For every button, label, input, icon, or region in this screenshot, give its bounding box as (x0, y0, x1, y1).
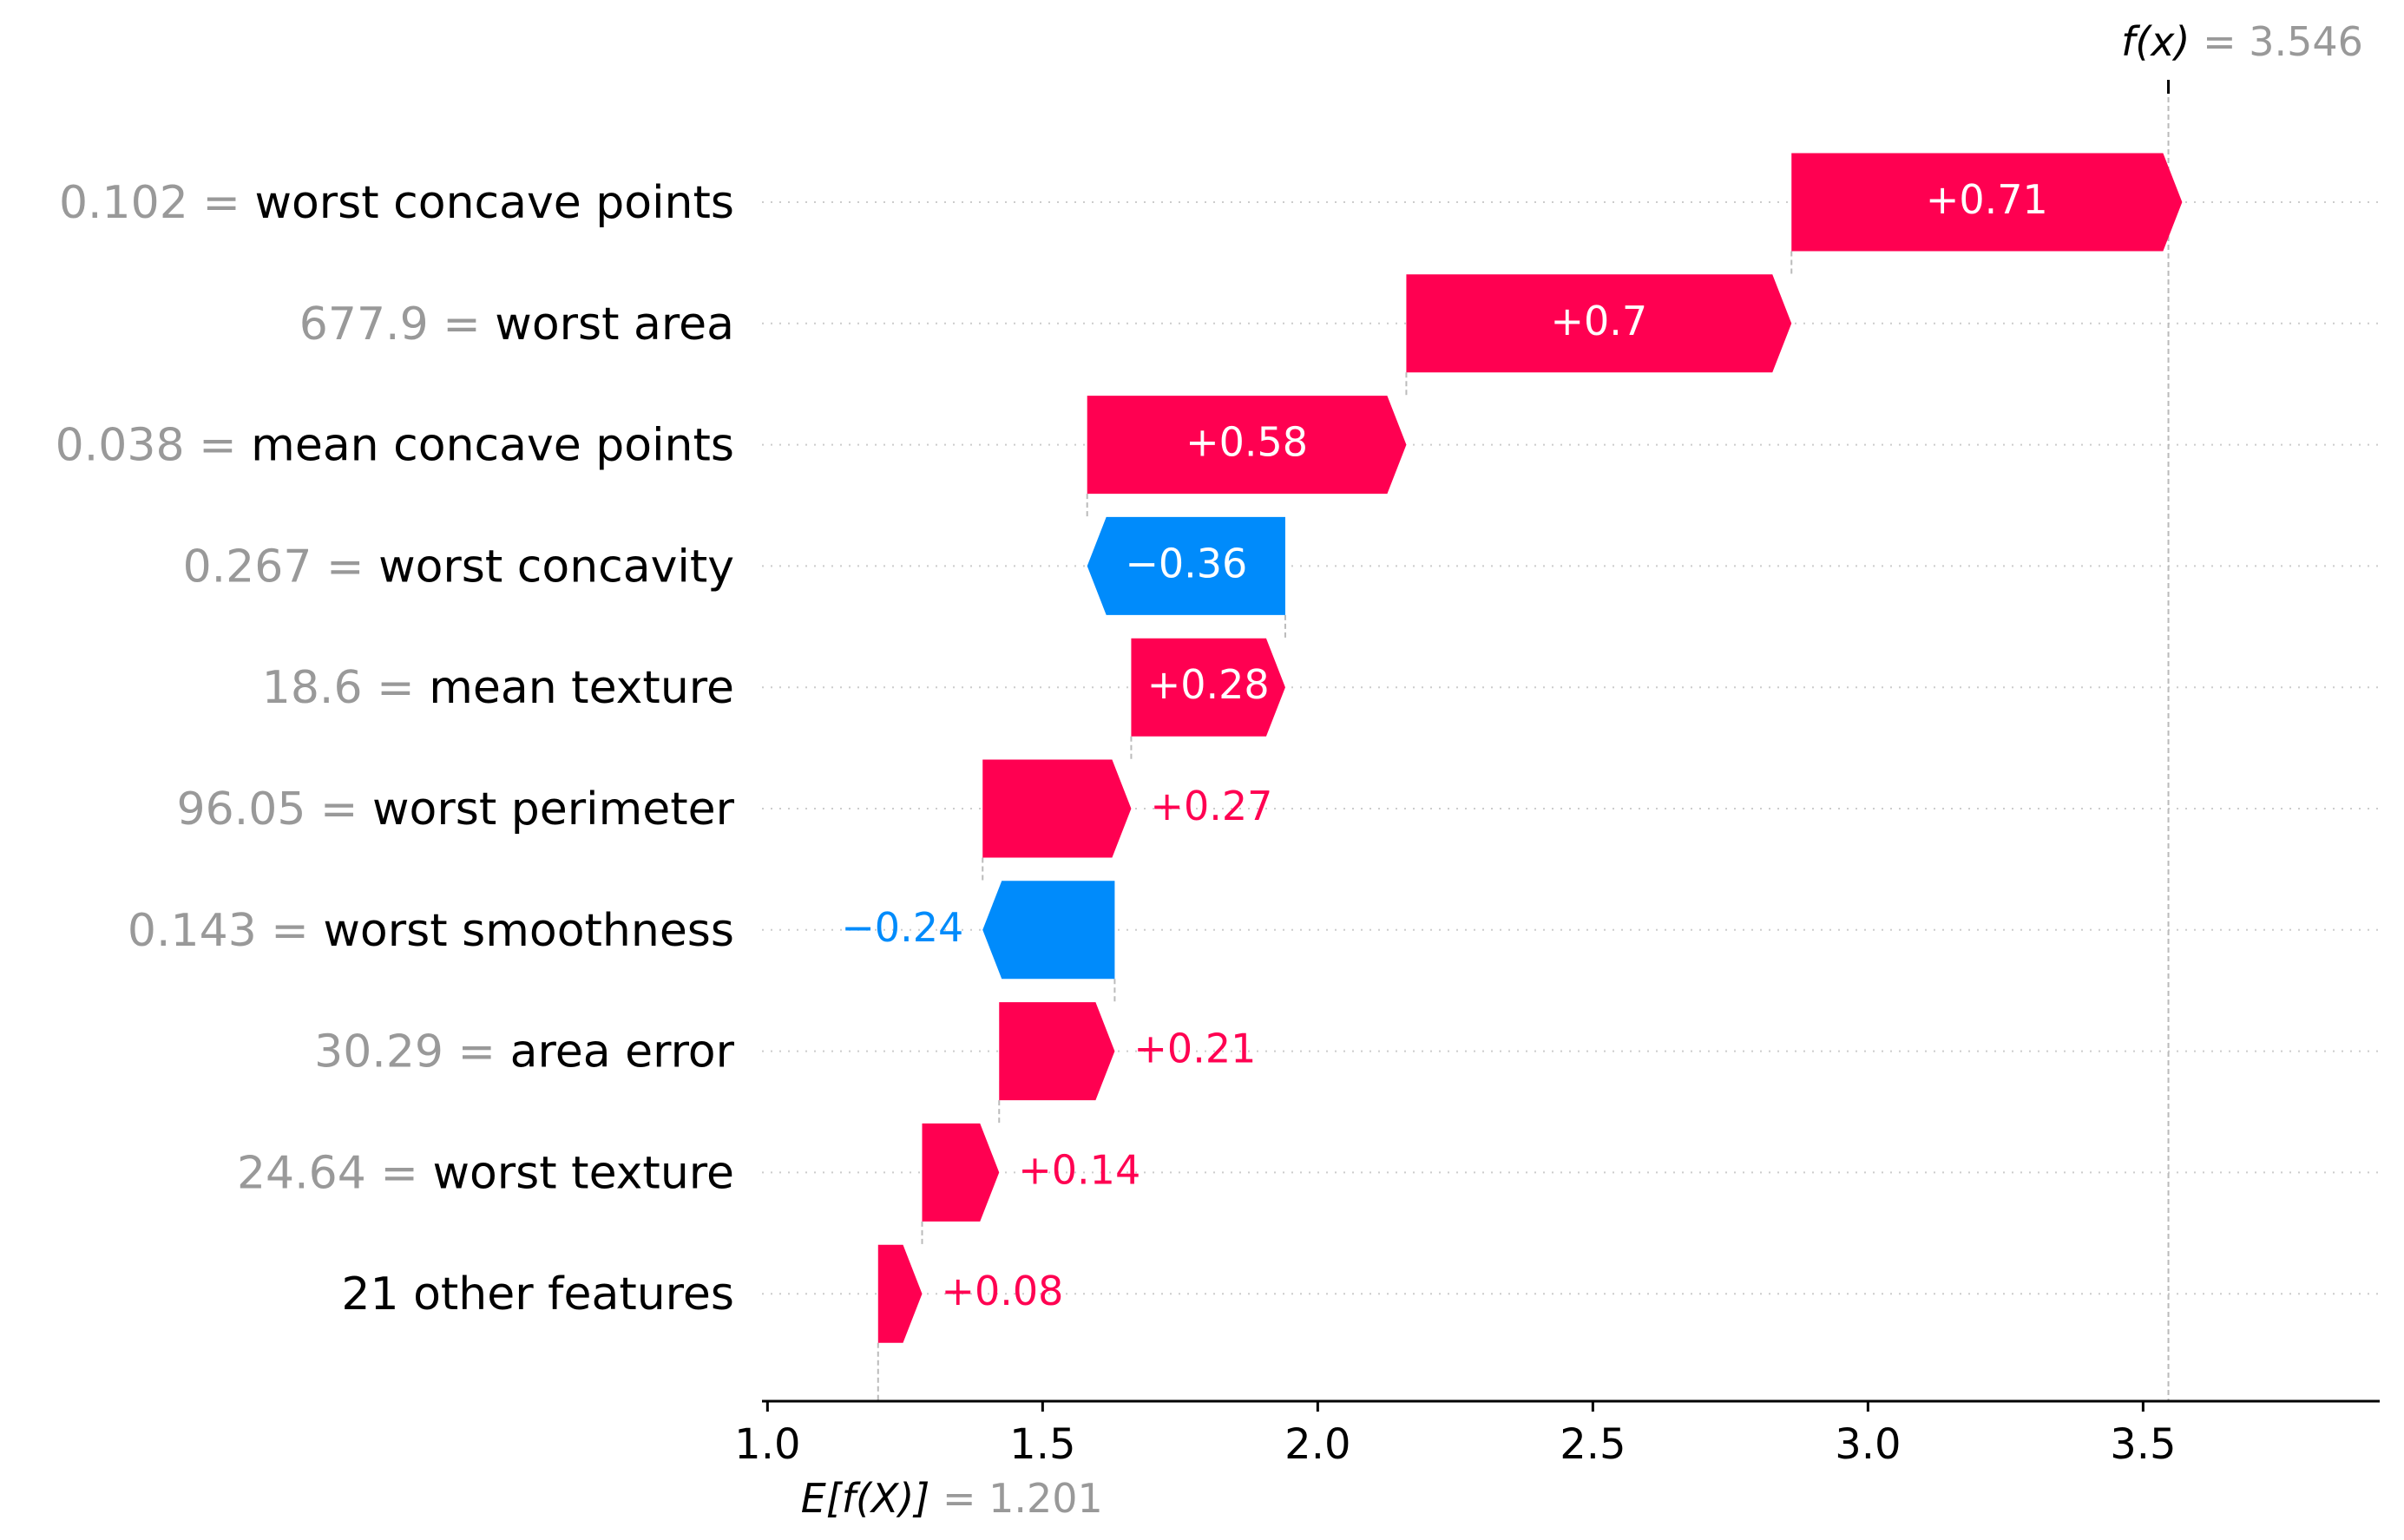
bar-worst-area (1406, 274, 1792, 373)
contribution-label: −0.36 (1125, 540, 1247, 587)
connector-layer (877, 80, 2171, 1401)
feature-label: 0.102 = worst concave points (59, 177, 734, 229)
bar-21-other-features (877, 1244, 923, 1343)
feature-label: 96.05 = worst perimeter (177, 783, 735, 836)
bar-worst-perimeter (982, 759, 1132, 858)
bar-worst-concavity (1087, 516, 1285, 615)
x-tick-label: 1.5 (1009, 1420, 1075, 1469)
x-tick-label: 3.5 (2110, 1420, 2176, 1469)
feature-label: 0.038 = mean concave points (56, 420, 734, 472)
bar-area-error (999, 1002, 1115, 1101)
contribution-label: +0.58 (1186, 419, 1308, 466)
bar-worst-texture (922, 1123, 1000, 1222)
x-axis: 1.0 1.5 2.0 2.5 3.0 3.5 (734, 1399, 2380, 1469)
contribution-label: +0.14 (1018, 1146, 1140, 1193)
contribution-label: +0.28 (1147, 661, 1270, 708)
x-tick-label: 3.0 (1835, 1420, 1901, 1469)
bar-worst-smoothness (982, 881, 1115, 980)
bar-mean-texture (1131, 638, 1285, 737)
feature-label: 0.143 = worst smoothness (128, 905, 734, 957)
bar-worst-concave-points (1791, 153, 2183, 252)
annotations: E[f(X)] = 1.201 f(x) = 3.546 (801, 18, 2363, 1522)
contribution-label: +0.21 (1133, 1026, 1256, 1072)
feature-labels: +0.71 0.102 = worst concave points +0.7 677… (56, 176, 2048, 1320)
feature-label: 24.64 = worst texture (237, 1147, 734, 1199)
contribution-label: +0.71 (1926, 176, 2048, 223)
feature-label: 0.267 = worst concavity (183, 541, 734, 593)
feature-label: 30.29 = area error (314, 1026, 734, 1078)
contribution-label: +0.27 (1150, 783, 1272, 829)
contribution-label: +0.08 (941, 1268, 1063, 1314)
contribution-label: −0.24 (841, 904, 963, 951)
feature-label: 677.9 = worst area (299, 298, 734, 351)
feature-label: 18.6 = mean texture (262, 662, 734, 714)
x-tick-label: 2.0 (1284, 1420, 1350, 1469)
feature-label: 21 other features (341, 1268, 734, 1320)
x-tick-label: 1.0 (734, 1420, 800, 1469)
x-tick-label: 2.5 (1560, 1420, 1626, 1469)
output-value-label: f(x) = 3.546 (2121, 18, 2363, 65)
contribution-label: +0.7 (1550, 298, 1647, 344)
base-value-label: E[f(X)] = 1.201 (801, 1475, 1103, 1522)
bar-mean-concave-points (1087, 396, 1407, 495)
bar-layer (877, 153, 2183, 1343)
